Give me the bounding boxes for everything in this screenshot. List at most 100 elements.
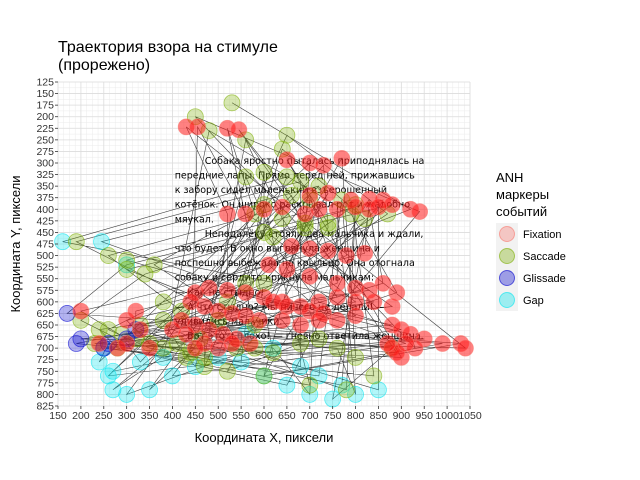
- point-fixation: [273, 311, 291, 329]
- point-saccade: [154, 293, 172, 311]
- legend-label-glissade: Glissade: [523, 273, 566, 285]
- x-tick-label: 150: [49, 410, 67, 422]
- point-fixation: [379, 335, 397, 352]
- point-gap: [370, 381, 387, 399]
- point-fixation: [310, 311, 328, 329]
- point-glissade: [67, 335, 85, 352]
- point-gap: [232, 353, 250, 371]
- y-tick-label: 475: [36, 239, 54, 251]
- point-saccade: [218, 362, 236, 380]
- trajectory-path: [62, 102, 467, 400]
- y-tick-label: 575: [36, 285, 54, 297]
- point-saccade: [292, 335, 310, 352]
- point-saccade: [292, 173, 310, 190]
- point-saccade: [264, 344, 282, 362]
- point-fixation: [283, 237, 300, 255]
- legend-title-line-3: событий: [496, 204, 547, 219]
- point-saccade: [264, 228, 282, 246]
- x-tick-label: 850: [370, 410, 388, 422]
- x-tick-label: 250: [95, 410, 113, 422]
- point-saccade: [278, 168, 296, 186]
- point-saccade: [319, 219, 337, 237]
- y-tick-label: 250: [36, 134, 54, 146]
- x-tick-label: 1050: [458, 410, 482, 422]
- legend-entries: Fixation Saccade Glissade Gap: [496, 223, 566, 311]
- x-tick-label: 350: [141, 410, 159, 422]
- stimulus-line: — Вот это и плохо! — гневно ответила жен…: [175, 331, 424, 342]
- point-saccade: [255, 367, 273, 385]
- x-axis-title: Координата X, пиксели: [195, 430, 334, 445]
- point-gap: [131, 353, 149, 371]
- point-saccade: [196, 358, 213, 376]
- x-tick-label: 750: [324, 410, 342, 422]
- point-fixation: [72, 302, 90, 320]
- point-fixation: [347, 307, 364, 325]
- point-saccade: [255, 224, 273, 241]
- point-fixation: [315, 156, 332, 174]
- y-tick-label: 350: [36, 181, 54, 193]
- point-fixation: [223, 305, 241, 322]
- x-tick-label: 550: [232, 410, 250, 422]
- legend-key-fixation: [499, 226, 515, 242]
- y-tick-label: 700: [36, 343, 54, 355]
- y-tick-label: 125: [36, 77, 54, 89]
- point-gap: [278, 376, 296, 394]
- x-tick-label: 900: [393, 410, 411, 422]
- point-fixation: [374, 274, 392, 292]
- point-gap: [164, 367, 181, 385]
- point-fixation: [189, 118, 207, 136]
- y-tick-label: 225: [36, 123, 54, 135]
- x-tick-label: 1000: [435, 410, 459, 422]
- point-fixation: [90, 335, 108, 352]
- y-tick-label: 600: [36, 296, 54, 308]
- point-fixation: [218, 281, 236, 299]
- point-fixation: [278, 151, 296, 169]
- legend-key-glissade: [499, 270, 515, 286]
- y-tick-label: 775: [36, 377, 54, 389]
- point-saccade: [337, 381, 355, 399]
- y-tick-label: 725: [36, 354, 54, 366]
- legend-title-line-1: ANH: [496, 170, 523, 185]
- x-tick-label: 650: [278, 410, 296, 422]
- point-fixation: [278, 261, 296, 278]
- point-fixation: [292, 316, 310, 334]
- point-fixation: [337, 247, 355, 264]
- point-gap: [104, 362, 122, 380]
- point-fixation: [411, 203, 429, 221]
- legend-label-saccade: Saccade: [523, 251, 566, 263]
- point-gap: [324, 390, 342, 408]
- point-fixation: [301, 267, 319, 285]
- point-saccade: [365, 367, 383, 385]
- y-tick-label: 175: [36, 100, 54, 112]
- point-saccade: [145, 256, 163, 274]
- y-tick-label: 200: [36, 111, 54, 123]
- point-gap: [99, 367, 117, 385]
- chart-title-line-1: Траектория взора на стимуле: [58, 39, 278, 56]
- point-fixation: [319, 184, 337, 202]
- point-fixation: [237, 205, 255, 223]
- y-tick-label: 800: [36, 389, 54, 401]
- y-tick-label: 525: [36, 262, 54, 274]
- y-tick-label: 150: [36, 88, 54, 100]
- point-fixation: [141, 339, 158, 357]
- y-tick-label: 275: [36, 146, 54, 158]
- point-saccade: [283, 186, 300, 204]
- point-saccade: [99, 247, 117, 264]
- point-saccade: [278, 126, 296, 144]
- point-saccade: [67, 233, 85, 251]
- point-fixation: [370, 198, 387, 216]
- stimulus-line: поспешно выбежала на крыльцо. Она отогна…: [175, 258, 415, 269]
- event-points: [54, 94, 474, 408]
- point-fixation: [251, 311, 268, 329]
- y-tick-label: 750: [36, 366, 54, 378]
- point-fixation: [310, 200, 328, 218]
- y-tick-label: 550: [36, 273, 54, 285]
- point-fixation: [200, 279, 218, 297]
- legend-key-gap: [499, 292, 515, 308]
- legend-key-saccade: [499, 248, 515, 264]
- point-saccade: [301, 376, 319, 394]
- point-saccade: [310, 330, 328, 348]
- point-gap: [301, 386, 319, 403]
- point-fixation: [328, 288, 346, 306]
